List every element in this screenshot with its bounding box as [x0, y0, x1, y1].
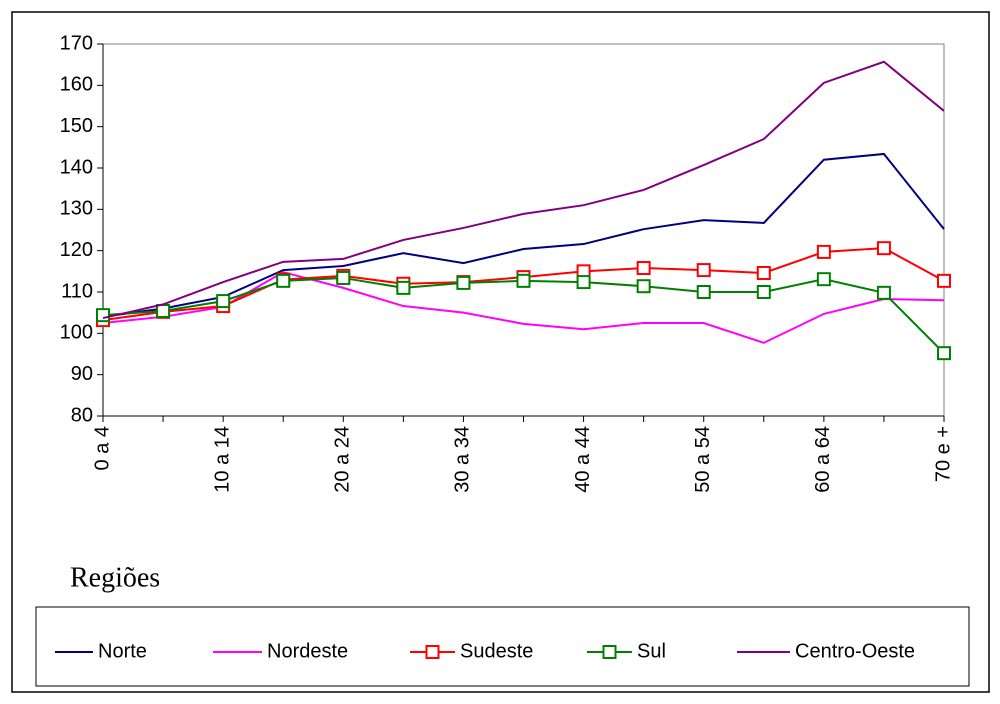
legend [35, 606, 970, 687]
point [696, 263, 711, 278]
point [216, 294, 231, 309]
y-tick-label: 90 [71, 363, 93, 385]
point [756, 265, 771, 280]
point [636, 261, 651, 276]
point [816, 272, 831, 287]
x-tick-label: 70 e + [932, 426, 954, 482]
point [756, 285, 771, 299]
series-line [102, 60, 945, 320]
point [937, 346, 951, 361]
legend-label: Centro-Oeste [795, 640, 915, 662]
point [696, 285, 711, 299]
point [156, 304, 171, 319]
point [336, 270, 351, 285]
y-tick-label: 110 [61, 280, 93, 302]
x-tick-label: 40 a 44 [572, 426, 594, 493]
x-tick-label: 20 a 24 [332, 426, 354, 493]
point [937, 273, 951, 288]
point [876, 241, 891, 256]
point [396, 280, 411, 295]
x-tick-label: 30 a 34 [452, 426, 474, 493]
point [576, 275, 591, 290]
point [516, 273, 531, 288]
legend-marker [425, 645, 440, 659]
y-tick-label: 100 [60, 322, 93, 344]
y-tick-label: 130 [60, 198, 93, 220]
chart-border [11, 11, 990, 693]
legend-title: Regiões [70, 562, 160, 593]
legend-marker [602, 645, 617, 659]
point [876, 285, 891, 300]
y-tick-label: 150 [60, 115, 93, 137]
y-tick-label: 140 [60, 156, 93, 178]
x-tick-label: 10 a 14 [211, 426, 233, 493]
legend-label: Sudeste [460, 640, 533, 662]
y-tick-label: 120 [60, 239, 93, 261]
x-tick-label: 60 a 64 [812, 426, 834, 493]
point [456, 275, 471, 290]
legend-label: Sul [637, 640, 666, 662]
point [816, 244, 831, 259]
series-line [102, 152, 945, 318]
y-tick-label: 80 [71, 404, 93, 426]
point [636, 279, 651, 294]
legend-label: Norte [98, 640, 147, 662]
y-tick-label: 170 [60, 32, 93, 54]
legend-label: Nordeste [267, 640, 348, 662]
point [96, 308, 110, 323]
x-tick-label: 50 a 54 [692, 426, 714, 493]
point [276, 273, 291, 288]
x-tick-label: 0 a 4 [91, 426, 113, 470]
y-tick-label: 160 [60, 74, 93, 96]
